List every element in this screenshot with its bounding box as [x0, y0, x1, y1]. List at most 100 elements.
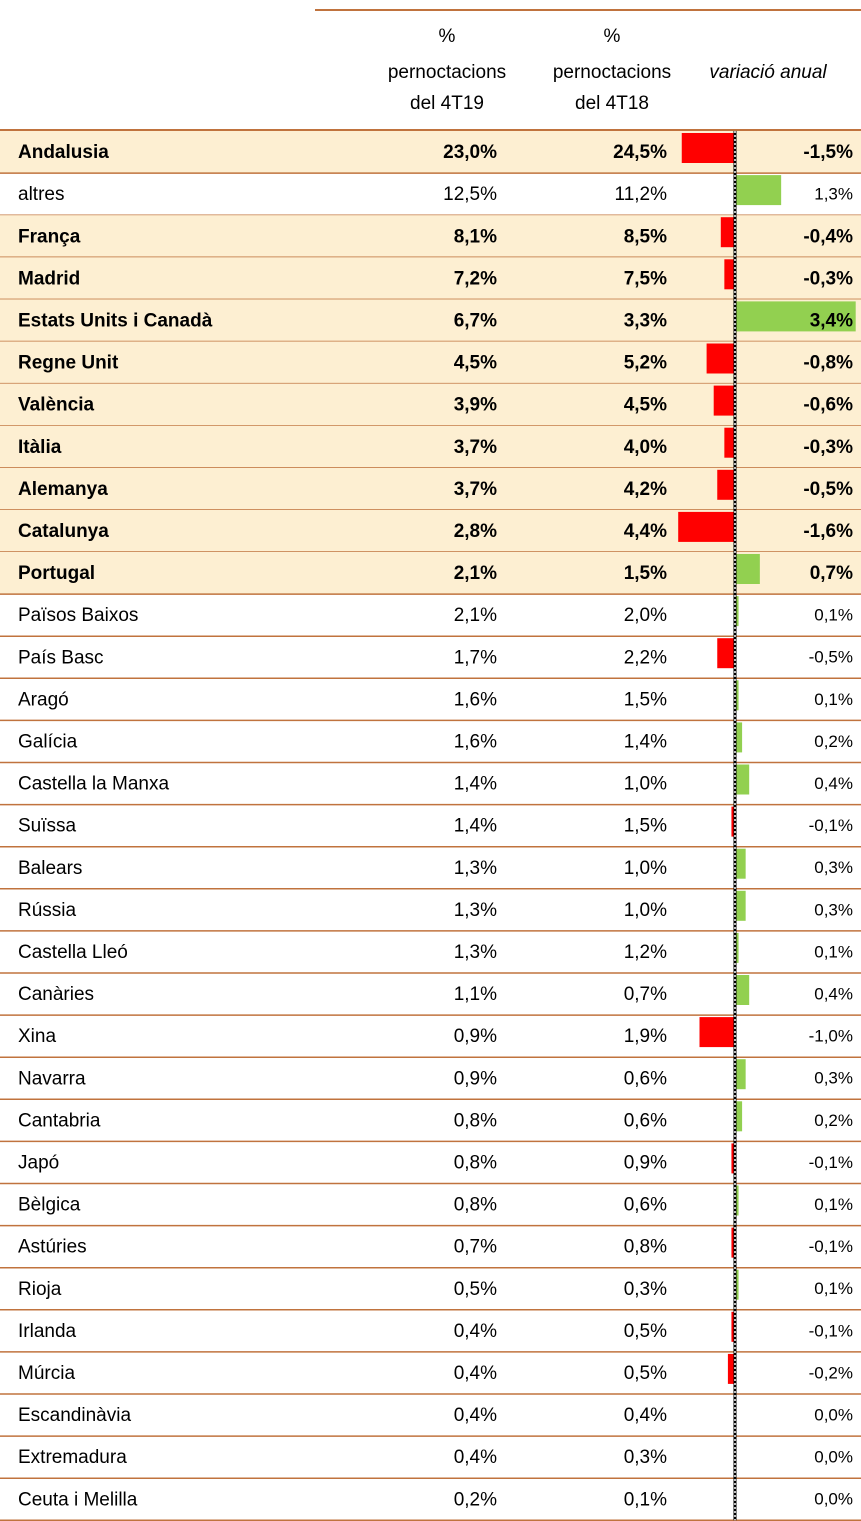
variation-bar: [731, 1311, 735, 1342]
variation-label: -1,0%: [809, 1027, 853, 1046]
variation-bar: [735, 1185, 739, 1216]
pct-4t19: 6,7%: [454, 310, 497, 331]
pct-4t18: 2,0%: [624, 605, 667, 626]
row-highlight: [0, 257, 861, 300]
column-header: del 4T18: [575, 93, 649, 114]
row-label: França: [18, 226, 81, 247]
variation-label: 1,3%: [814, 185, 853, 204]
row-label: Països Baixos: [18, 605, 138, 626]
pct-4t18: 4,2%: [624, 479, 667, 500]
variation-label: 0,3%: [814, 1069, 853, 1088]
variation-label: 0,4%: [814, 774, 853, 793]
variation-bar: [735, 722, 743, 753]
pct-4t18: 1,0%: [624, 900, 667, 921]
variation-bar: [713, 385, 735, 416]
pct-4t19: 1,3%: [454, 858, 497, 879]
variation-label: 0,4%: [814, 985, 853, 1004]
variation-label: -0,6%: [803, 395, 853, 416]
row-highlight: [0, 299, 861, 342]
pct-4t18: 1,9%: [624, 1026, 667, 1047]
row-label: Alemanya: [18, 479, 108, 500]
column-header: %: [604, 26, 621, 47]
pct-4t19: 0,8%: [454, 1195, 497, 1216]
variation-bar: [735, 301, 856, 332]
column-header: %: [439, 26, 456, 47]
column-header: pernoctacions: [388, 62, 506, 83]
pct-4t19: 0,9%: [454, 1026, 497, 1047]
row-label: Ceuta i Melilla: [18, 1489, 138, 1510]
variation-bar: [720, 217, 735, 248]
pct-4t19: 0,2%: [454, 1489, 497, 1510]
row-label: Regne Unit: [18, 353, 119, 374]
variation-label: -1,6%: [803, 521, 853, 542]
pct-4t18: 0,1%: [624, 1489, 667, 1510]
variation-bar: [735, 1101, 743, 1132]
row-label: Castella la Manxa: [18, 774, 169, 795]
pct-4t19: 1,6%: [454, 689, 497, 710]
pct-4t19: 4,5%: [454, 353, 497, 374]
variation-bar: [735, 1269, 739, 1300]
variation-bar: [724, 259, 735, 290]
variation-bar: [717, 469, 735, 500]
pct-4t18: 0,4%: [624, 1405, 667, 1426]
row-label: Madrid: [18, 268, 80, 289]
variation-bar: [735, 890, 746, 921]
variation-bar: [735, 175, 782, 206]
row-label: Aragó: [18, 689, 69, 710]
pct-4t18: 0,6%: [624, 1110, 667, 1131]
variation-label: -0,1%: [809, 816, 853, 835]
variation-bar: [681, 133, 735, 163]
pct-4t18: 0,5%: [624, 1321, 667, 1342]
pct-4t18: 1,0%: [624, 858, 667, 879]
pct-4t18: 8,5%: [624, 226, 667, 247]
pct-4t19: 12,5%: [443, 184, 497, 205]
variation-bar: [678, 511, 735, 542]
pct-4t18: 1,5%: [624, 689, 667, 710]
pct-4t18: 1,2%: [624, 942, 667, 963]
row-label: Irlanda: [18, 1321, 77, 1342]
pct-4t19: 3,7%: [454, 479, 497, 500]
row-highlight: [0, 552, 861, 595]
variation-label: -0,1%: [809, 1321, 853, 1340]
variation-label: -0,5%: [803, 479, 853, 500]
row-label: Escandinàvia: [18, 1405, 131, 1426]
variation-label: 0,1%: [814, 1195, 853, 1214]
variation-label: 0,1%: [814, 942, 853, 961]
pct-4t18: 5,2%: [624, 353, 667, 374]
pct-4t19: 1,3%: [454, 900, 497, 921]
variation-label: -0,3%: [803, 268, 853, 289]
row-label: Xina: [18, 1026, 56, 1047]
pct-4t18: 0,5%: [624, 1363, 667, 1384]
variation-label: -0,1%: [809, 1237, 853, 1256]
pct-4t19: 0,9%: [454, 1068, 497, 1089]
variation-label: -0,5%: [809, 648, 853, 667]
variation-label: -0,8%: [803, 353, 853, 374]
pct-4t19: 2,1%: [454, 605, 497, 626]
variation-label: 0,3%: [814, 900, 853, 919]
row-label: València: [18, 395, 94, 416]
pct-4t18: 1,5%: [624, 816, 667, 837]
pct-4t19: 0,4%: [454, 1363, 497, 1384]
variation-bar: [731, 1227, 735, 1258]
variation-label: 0,0%: [814, 1406, 853, 1425]
pct-4t18: 1,5%: [624, 563, 667, 584]
variation-bar: [735, 596, 739, 627]
variation-bar: [706, 343, 735, 374]
pct-4t19: 3,7%: [454, 437, 497, 458]
pct-4t19: 1,7%: [454, 647, 497, 668]
variation-label: 0,1%: [814, 1279, 853, 1298]
variation-bar: [717, 638, 735, 669]
row-label: Portugal: [18, 563, 95, 584]
pct-4t18: 2,2%: [624, 647, 667, 668]
variation-bar: [735, 554, 760, 584]
column-header: del 4T19: [410, 93, 484, 114]
pct-4t19: 0,5%: [454, 1279, 497, 1300]
row-label: altres: [18, 184, 64, 205]
variation-label: 0,1%: [814, 690, 853, 709]
row-label: Múrcia: [18, 1363, 75, 1384]
pct-4t19: 0,8%: [454, 1110, 497, 1131]
pct-4t19: 0,4%: [454, 1447, 497, 1468]
pct-4t19: 1,4%: [454, 774, 497, 795]
row-label: Canàries: [18, 984, 94, 1005]
row-label: Rioja: [18, 1279, 62, 1300]
